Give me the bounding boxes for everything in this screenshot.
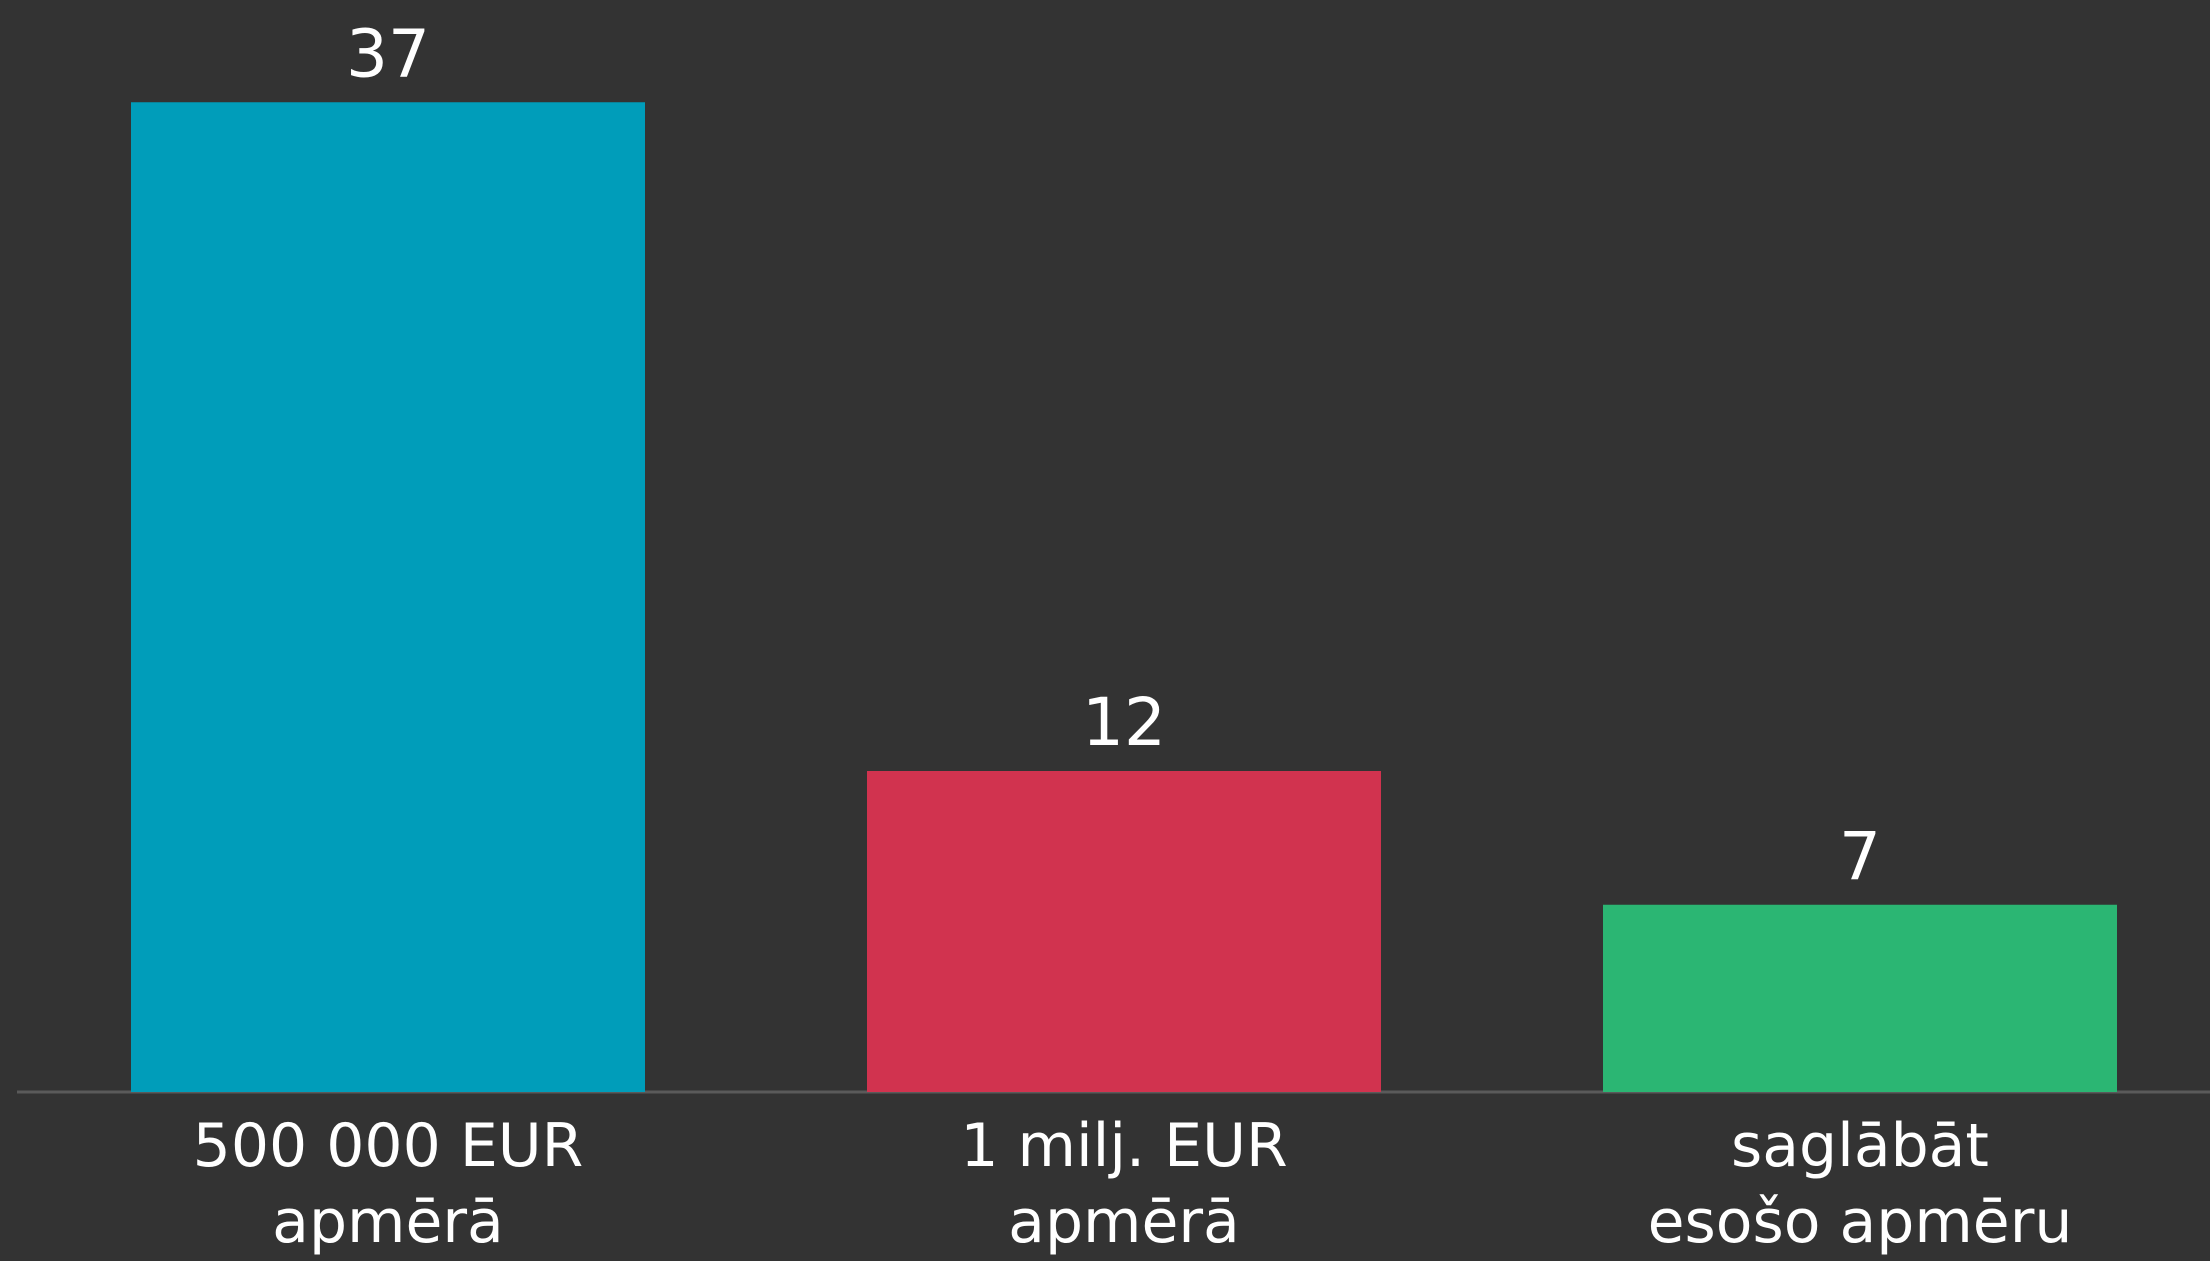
value-label: 37 [346,15,430,92]
bar [1603,904,2117,1092]
x-tick-label: saglābāt esošo apmēru [1647,1111,2073,1257]
value-label: 12 [1082,684,1166,761]
x-tick-label: 500 000 EUR apmērā [192,1111,584,1257]
x-tick-label: 1 milj. EUR apmērā [960,1111,1288,1257]
bar [867,771,1381,1092]
bar [131,102,645,1092]
value-label: 7 [1839,818,1881,895]
